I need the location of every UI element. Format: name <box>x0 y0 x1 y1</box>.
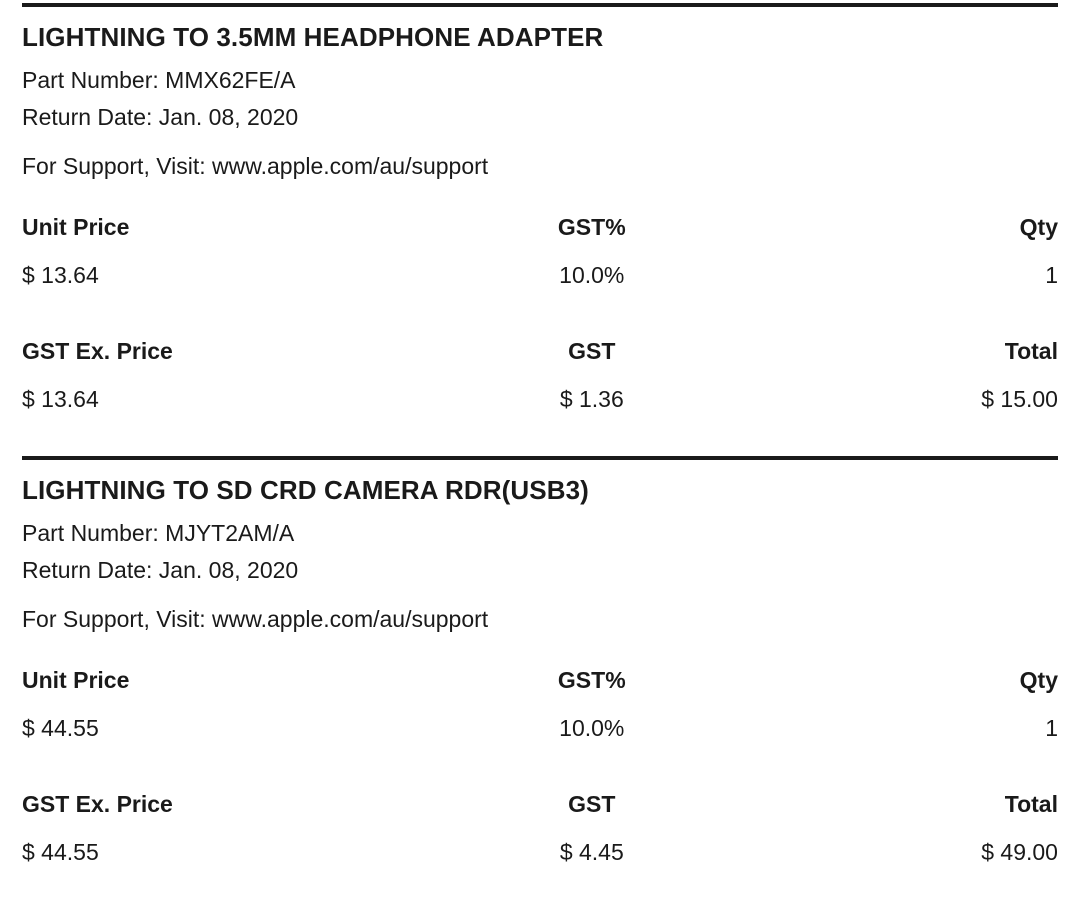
gst-percent-value: 10.0% <box>559 715 625 741</box>
return-date-value: Jan. 08, 2020 <box>158 557 299 583</box>
unit-price-value-row: $ 44.55 10.0% 1 <box>22 715 1058 741</box>
product-title: LIGHTNING TO 3.5MM HEADPHONE ADAPTER <box>22 22 604 52</box>
return-date-label: Return Date: <box>22 557 153 583</box>
product-title: LIGHTNING TO SD CRD CAMERA RDR(USB3) <box>22 475 589 505</box>
section-divider <box>22 456 1058 460</box>
gst-percent-header: GST% <box>557 667 626 693</box>
return-date-value: Jan. 08, 2020 <box>158 104 299 130</box>
total-header: Total <box>1004 791 1058 817</box>
return-date-line: Return Date: Jan. 08, 2020 <box>22 99 1058 136</box>
support-line: For Support, Visit: www.apple.com/au/sup… <box>22 153 1058 179</box>
part-number-value: MJYT2AM/A <box>165 520 295 546</box>
gst-ex-price-value: $ 13.64 <box>22 386 99 412</box>
unit-price-header: Unit Price <box>22 214 130 240</box>
unit-price-value-row: $ 13.64 10.0% 1 <box>22 262 1058 288</box>
total-value: $ 15.00 <box>981 386 1058 412</box>
product-meta: Part Number: MMX62FE/A Return Date: Jan.… <box>22 62 1058 136</box>
section-divider <box>22 3 1058 7</box>
qty-value: 1 <box>1045 715 1058 741</box>
gst-header: GST <box>568 791 616 817</box>
part-number-value: MMX62FE/A <box>165 67 296 93</box>
gst-percent-value: 10.0% <box>559 262 625 288</box>
unit-price-value: $ 13.64 <box>22 262 99 288</box>
totals-value-row: $ 44.55 $ 4.45 $ 49.00 <box>22 839 1058 865</box>
qty-header: Qty <box>1019 214 1058 240</box>
receipt-page: LIGHTNING TO 3.5MM HEADPHONE ADAPTER Par… <box>0 3 1080 865</box>
support-url: www.apple.com/au/support <box>212 606 489 632</box>
totals-header-row: GST Ex. Price GST Total <box>22 791 1058 817</box>
product-meta: Part Number: MJYT2AM/A Return Date: Jan.… <box>22 515 1058 589</box>
gst-header: GST <box>568 338 616 364</box>
unit-price-header-row: Unit Price GST% Qty <box>22 214 1058 240</box>
qty-header: Qty <box>1019 667 1058 693</box>
total-header: Total <box>1004 338 1058 364</box>
totals-header-row: GST Ex. Price GST Total <box>22 338 1058 364</box>
support-label: For Support, Visit: <box>22 153 206 179</box>
total-value: $ 49.00 <box>981 839 1058 865</box>
support-line: For Support, Visit: www.apple.com/au/sup… <box>22 606 1058 632</box>
gst-ex-price-header: GST Ex. Price <box>22 338 173 364</box>
unit-price-header-row: Unit Price GST% Qty <box>22 667 1058 693</box>
gst-percent-header: GST% <box>557 214 626 240</box>
support-url: www.apple.com/au/support <box>212 153 489 179</box>
part-number-label: Part Number: <box>22 67 159 93</box>
qty-value: 1 <box>1045 262 1058 288</box>
return-date-line: Return Date: Jan. 08, 2020 <box>22 552 1058 589</box>
unit-price-header: Unit Price <box>22 667 130 693</box>
part-number-line: Part Number: MJYT2AM/A <box>22 515 1058 552</box>
support-label: For Support, Visit: <box>22 606 206 632</box>
unit-price-value: $ 44.55 <box>22 715 99 741</box>
totals-value-row: $ 13.64 $ 1.36 $ 15.00 <box>22 386 1058 412</box>
gst-ex-price-value: $ 44.55 <box>22 839 99 865</box>
gst-value: $ 1.36 <box>559 386 624 412</box>
part-number-label: Part Number: <box>22 520 159 546</box>
part-number-line: Part Number: MMX62FE/A <box>22 62 1058 99</box>
gst-value: $ 4.45 <box>559 839 624 865</box>
line-item-1: LIGHTNING TO 3.5MM HEADPHONE ADAPTER Par… <box>22 3 1058 412</box>
return-date-label: Return Date: <box>22 104 153 130</box>
gst-ex-price-header: GST Ex. Price <box>22 791 173 817</box>
line-item-2: LIGHTNING TO SD CRD CAMERA RDR(USB3) Par… <box>22 456 1058 865</box>
